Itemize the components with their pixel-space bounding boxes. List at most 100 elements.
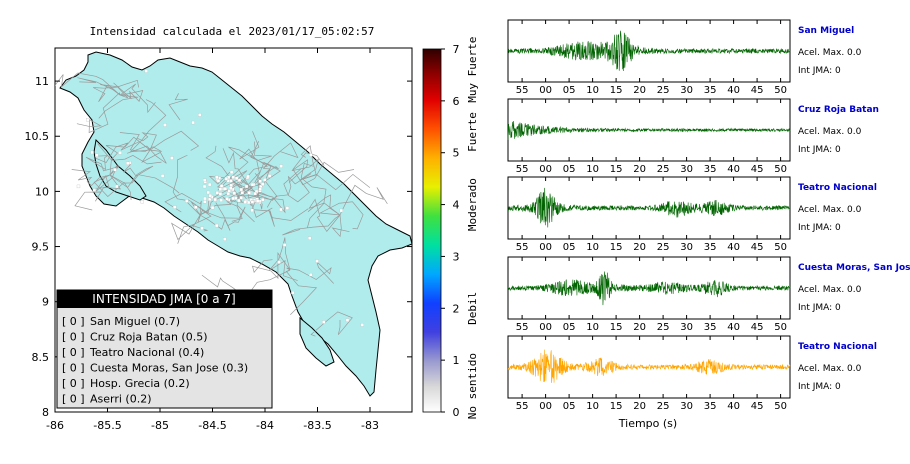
seismogram-tick-label: 25 bbox=[657, 322, 670, 333]
seismogram-tick-label: 55 bbox=[516, 85, 529, 96]
seismogram-tick-label: 00 bbox=[539, 85, 552, 96]
seismogram-trace bbox=[507, 121, 791, 140]
seismogram-tick-label: 30 bbox=[680, 322, 693, 333]
seismogram-tick-label: 10 bbox=[586, 322, 599, 333]
seismogram-tick-label: 00 bbox=[539, 242, 552, 253]
seismogram-tick-label: 40 bbox=[727, 85, 740, 96]
seismogram-tick-label: 20 bbox=[633, 322, 646, 333]
station-intensity: Int JMA: 0 bbox=[798, 66, 841, 76]
seismogram-tick-label: 55 bbox=[516, 322, 529, 333]
station-intensity: Int JMA: 0 bbox=[798, 303, 841, 313]
seismogram-panel: 55 00 05 10 15 20 25 30 35 40 45 50 Cuesta Moras, Sa… bbox=[507, 256, 910, 333]
station-accel: Acel. Max. 0.0 bbox=[798, 48, 862, 58]
station-name: Teatro Nacional bbox=[798, 342, 877, 352]
colorbar-tick-label: 1 bbox=[453, 354, 460, 367]
seismogram-tick-label: 55 bbox=[516, 164, 529, 175]
seismogram-tick-label: 00 bbox=[539, 322, 552, 333]
legend-item-value: [ 0 ] bbox=[62, 346, 85, 359]
seismogram-tick-label: 45 bbox=[751, 164, 764, 175]
colorbar-category-label: Muy Fuerte bbox=[466, 37, 479, 103]
legend-item-value: [ 0 ] bbox=[62, 377, 85, 390]
map-x-tick-label: -84.5 bbox=[198, 419, 226, 432]
seismogram-tick-label: 30 bbox=[680, 401, 693, 412]
seismogram-tick-label: 40 bbox=[727, 242, 740, 253]
station-name: San Miguel bbox=[798, 26, 854, 36]
seismogram-tick-label: 50 bbox=[774, 85, 787, 96]
seismogram-tick-label: 25 bbox=[657, 164, 670, 175]
seismogram-panel: 55 00 05 10 15 20 25 30 35 40 45 50 Teatro Nacional A… bbox=[507, 335, 877, 412]
station-name: Cruz Roja Batan bbox=[798, 105, 879, 115]
seismogram-trace bbox=[507, 349, 791, 383]
seismogram-tick-label: 50 bbox=[774, 322, 787, 333]
colorbar-category-label: Fuerte bbox=[466, 112, 479, 152]
legend-item-value: [ 0 ] bbox=[62, 331, 85, 344]
seismogram-tick-label: 50 bbox=[774, 164, 787, 175]
seismogram-panel: 55 00 05 10 15 20 25 30 35 40 45 50 Teatro Nacional A… bbox=[507, 176, 877, 253]
seismogram-tick-label: 30 bbox=[680, 85, 693, 96]
map-y-tick-label: 11 bbox=[35, 75, 49, 88]
seismogram-tick-label: 45 bbox=[751, 401, 764, 412]
map-y-tick-label: 8.5 bbox=[32, 351, 50, 364]
seismogram-tick-label: 55 bbox=[516, 401, 529, 412]
map-y-tick-label: 10.5 bbox=[25, 130, 50, 143]
legend-title: INTENSIDAD JMA [0 a 7] bbox=[92, 292, 235, 306]
legend-item-label: Teatro Nacional (0.4) bbox=[89, 346, 204, 359]
seismogram-tick-label: 35 bbox=[704, 164, 717, 175]
seismogram-tick-label: 35 bbox=[704, 322, 717, 333]
colorbar-labels: No sentido Debil Moderado Fuerte Muy Fuerte bbox=[466, 37, 479, 420]
seismogram-tick-label: 40 bbox=[727, 164, 740, 175]
seismogram-tick-label: 45 bbox=[751, 322, 764, 333]
seismogram-trace bbox=[507, 187, 791, 228]
map-x-tick-label: -86 bbox=[46, 419, 64, 432]
seismogram-tick-label: 05 bbox=[563, 242, 576, 253]
seismogram-tick-label: 40 bbox=[727, 322, 740, 333]
legend-item-value: [ 0 ] bbox=[62, 315, 85, 328]
legend-item-label: Cuesta Moras, San Jose (0.3) bbox=[90, 362, 248, 375]
seismogram-tick-label: 10 bbox=[586, 85, 599, 96]
seismogram-tick-label: 10 bbox=[586, 401, 599, 412]
seismogram-tick-label: 20 bbox=[633, 164, 646, 175]
seismogram-tick-label: 00 bbox=[539, 164, 552, 175]
map-x-tick-label: -84 bbox=[256, 419, 274, 432]
map-x-tick-label: -83 bbox=[361, 419, 379, 432]
seismogram-tick-label: 20 bbox=[633, 401, 646, 412]
colorbar-tick-label: 0 bbox=[453, 406, 460, 419]
colorbar-tick-label: 7 bbox=[453, 43, 460, 56]
colorbar-tick-label: 2 bbox=[453, 302, 460, 315]
map-x-tick-label: -85.5 bbox=[93, 419, 121, 432]
seismogram-tick-label: 10 bbox=[586, 164, 599, 175]
colorbar-ticks: 0 1 2 3 4 5 6 7 bbox=[441, 43, 460, 419]
seismogram-tick-label: 35 bbox=[704, 401, 717, 412]
seismogram-trace bbox=[507, 271, 791, 306]
station-accel: Acel. Max. 0.0 bbox=[798, 205, 862, 215]
seismogram-tick-label: 15 bbox=[610, 322, 623, 333]
seismogram-tick-label: 35 bbox=[704, 85, 717, 96]
legend-item-label: Hosp. Grecia (0.2) bbox=[90, 377, 190, 390]
seismogram-panel: 55 00 05 10 15 20 25 30 35 40 45 50 Cruz Roja Batan A… bbox=[507, 98, 879, 175]
seismogram-tick-label: 25 bbox=[657, 242, 670, 253]
seismogram-tick-label: 05 bbox=[563, 164, 576, 175]
seismogram-tick-label: 05 bbox=[563, 85, 576, 96]
seismogram-trace bbox=[507, 30, 791, 72]
colorbar bbox=[422, 48, 442, 413]
seismogram-panel: 55 00 05 10 15 20 25 30 35 40 45 50 San Miguel Acel. … bbox=[507, 19, 862, 96]
seismogram-tick-label: 05 bbox=[563, 401, 576, 412]
seismogram-tick-label: 45 bbox=[751, 242, 764, 253]
seismogram-tick-label: 50 bbox=[774, 242, 787, 253]
seismogram-tick-label: 30 bbox=[680, 164, 693, 175]
colorbar-category-label: Debil bbox=[466, 292, 479, 325]
seismogram-tick-label: 40 bbox=[727, 401, 740, 412]
intensity-legend: INTENSIDAD JMA [0 a 7] [ 0 ] San Miguel (… bbox=[56, 289, 273, 409]
legend-item-value: [ 0 ] bbox=[62, 393, 85, 406]
seismogram-tick-label: 55 bbox=[516, 242, 529, 253]
legend-item-value: [ 0 ] bbox=[62, 362, 85, 375]
station-accel: Acel. Max. 0.0 bbox=[798, 285, 862, 295]
station-intensity: Int JMA: 0 bbox=[798, 382, 841, 392]
station-intensity: Int JMA: 0 bbox=[798, 223, 841, 233]
map-y-tick-label: 9 bbox=[42, 296, 49, 309]
seismogram-tick-label: 05 bbox=[563, 322, 576, 333]
seismogram-tick-label: 35 bbox=[704, 242, 717, 253]
station-accel: Acel. Max. 0.0 bbox=[798, 364, 862, 374]
station-name: Teatro Nacional bbox=[798, 183, 877, 193]
